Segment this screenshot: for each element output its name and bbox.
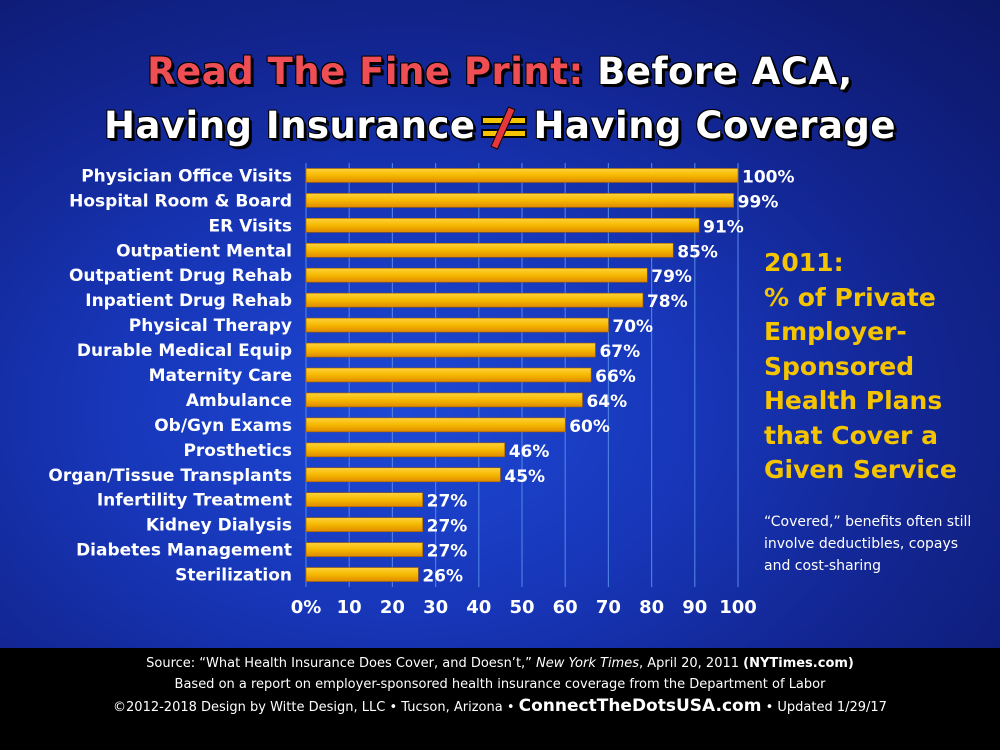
x-tick-label: 80: [639, 597, 664, 618]
x-tick-label: 10: [337, 597, 362, 618]
value-label: 91%: [703, 217, 744, 237]
category-label: Diabetes Management: [76, 541, 292, 561]
x-tick-label: 20: [380, 597, 405, 618]
not-equal-icon: [481, 106, 528, 150]
category-label: Physical Therapy: [129, 316, 292, 336]
x-tick-label: 100: [719, 597, 757, 618]
title-coverage: Having Coverage: [533, 104, 897, 147]
bar: [305, 317, 609, 333]
category-label: Organ/Tissue Transplants: [48, 466, 292, 486]
value-label: 79%: [651, 267, 692, 287]
category-label: Outpatient Drug Rehab: [69, 266, 292, 286]
updated-date: • Updated 1/29/17: [761, 700, 887, 715]
bar: [305, 517, 423, 532]
side-title-line: 2011:: [764, 248, 844, 277]
value-label: 64%: [586, 392, 627, 412]
value-label: 45%: [504, 467, 545, 487]
bar: [305, 242, 674, 258]
category-label: Maternity Care: [149, 366, 292, 386]
value-label: 99%: [738, 192, 779, 212]
category-label: Ob/Gyn Exams: [154, 416, 292, 436]
bar: [305, 292, 644, 308]
value-label: 67%: [599, 342, 640, 362]
title-line-1: Read The Fine Print: Before ACA,: [0, 50, 1000, 93]
footer: Source: “What Health Insurance Does Cove…: [0, 648, 1000, 750]
source-publication: New York Times: [536, 656, 639, 671]
x-tick-label: 50: [509, 597, 534, 618]
bar: [305, 442, 506, 458]
side-title: 2011: % of Private Employer- Sponsored H…: [764, 246, 994, 488]
category-label: Prosthetics: [183, 441, 292, 461]
value-label: 66%: [595, 367, 636, 387]
side-title-line: Sponsored: [764, 351, 915, 381]
bar: [305, 267, 648, 283]
copyright: ©2012-2018 Design by Witte Design, LLC •…: [113, 700, 519, 715]
category-label: Infertility Treatment: [97, 491, 292, 511]
footer-report: Based on a report on employer-sponsored …: [174, 677, 826, 692]
side-title-line: Health Plans: [764, 386, 943, 415]
side-title-line: that Cover a: [764, 420, 938, 450]
bar: [305, 218, 700, 233]
footer-source: Source: “What Health Insurance Does Cove…: [0, 656, 1000, 671]
category-label: Sterilization: [175, 566, 292, 586]
bar: [305, 467, 501, 483]
x-tick-label: 60: [553, 597, 578, 618]
side-note: “Covered,” benefits often still involve …: [764, 514, 972, 574]
title-insurance: Having Insurance: [103, 104, 476, 147]
value-label: 60%: [569, 417, 610, 437]
bar: [305, 193, 734, 208]
category-label: Outpatient Mental: [116, 241, 292, 261]
x-tick-label: 0%: [291, 597, 322, 618]
value-label: 100%: [742, 167, 795, 187]
value-label: 85%: [677, 242, 718, 262]
bar: [305, 367, 592, 383]
side-title-line: Employer-: [764, 317, 907, 346]
bar: [305, 542, 423, 557]
category-label: Durable Medical Equip: [77, 341, 292, 361]
value-label: 26%: [422, 567, 463, 587]
value-label: 27%: [427, 517, 468, 537]
value-label: 46%: [509, 442, 550, 462]
value-label: 78%: [647, 292, 688, 312]
title-line-2: Having Insurance Having Coverage: [0, 104, 1000, 150]
category-label: Kidney Dialysis: [146, 516, 292, 536]
bar: [305, 417, 566, 433]
value-label: 27%: [427, 492, 468, 512]
bar: [305, 342, 596, 358]
bar: [305, 392, 583, 408]
value-label: 27%: [427, 542, 468, 562]
x-tick-label: 30: [423, 597, 448, 618]
footer-credits: ©2012-2018 Design by Witte Design, LLC •…: [0, 696, 1000, 716]
category-label: Physician Office Visits: [81, 166, 292, 186]
title-highlight: Read The Fine Print:: [147, 50, 584, 93]
source-site: (NYTimes.com): [743, 656, 854, 671]
category-label: Ambulance: [186, 391, 292, 411]
x-tick-label: 40: [466, 597, 491, 618]
category-label: Inpatient Drug Rehab: [85, 291, 292, 311]
category-label: Hospital Room & Board: [69, 191, 292, 211]
x-tick-label: 70: [596, 597, 621, 618]
x-tick-label: 90: [682, 597, 707, 618]
value-label: 70%: [612, 317, 653, 337]
side-title-line: Given Service: [764, 455, 957, 484]
side-title-line: % of Private: [764, 282, 936, 312]
bar: [305, 492, 423, 508]
bar: [305, 168, 739, 183]
category-label: ER Visits: [209, 216, 293, 236]
title-rest: Before ACA,: [597, 50, 853, 93]
bar: [305, 567, 419, 582]
site-link[interactable]: ConnectTheDotsUSA.com: [518, 696, 762, 716]
source-prefix: Source: “What Health Insurance Does Cove…: [146, 656, 537, 671]
source-date: , April 20, 2011: [639, 656, 744, 671]
